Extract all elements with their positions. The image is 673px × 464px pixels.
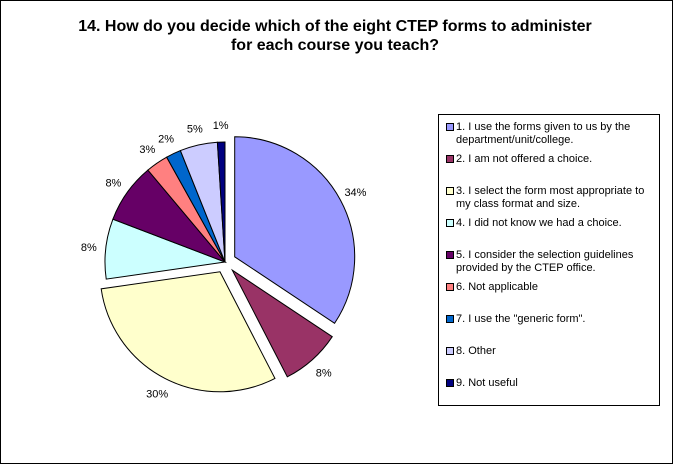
chart-title-line-2: for each course you teach? [230,37,440,54]
pie-slice-9 [216,141,226,263]
data-label-9: 1% [213,120,229,132]
legend-item-8: 8. Other [446,345,658,358]
data-label-3: 30% [146,389,168,401]
legend: 1. I use the forms given to us by the de… [438,114,660,406]
legend-swatch-6 [446,283,454,291]
legend-item-2: 2. I am not offered a choice. [446,153,658,166]
data-label-2: 8% [316,367,332,379]
data-label-7: 2% [158,133,174,145]
legend-label-6: 6. Not applicable [456,281,538,293]
data-label-1: 34% [344,187,366,199]
legend-swatch-2 [446,155,454,163]
legend-label-3: 3. I select the form most appropriate to… [456,185,645,210]
data-label-6: 3% [139,144,155,156]
legend-swatch-7 [446,315,454,323]
legend-label-1: 1. I use the forms given to us by the de… [456,121,631,146]
legend-swatch-5 [446,251,454,259]
legend-swatch-3 [446,187,454,195]
legend-label-9: 9. Not useful [456,377,518,389]
legend-item-5: 5. I consider the selection guidelines p… [446,249,658,275]
data-label-8: 5% [187,123,203,135]
legend-item-7: 7. I use the "generic form". [446,313,658,326]
legend-swatch-9 [446,379,454,387]
legend-item-3: 3. I select the form most appropriate to… [446,185,658,211]
legend-swatch-8 [446,347,454,355]
legend-label-4: 4. I did not know we had a choice. [456,217,622,229]
legend-swatch-1 [446,123,454,131]
pie-slice-1 [234,136,356,324]
legend-item-1: 1. I use the forms given to us by the de… [446,121,658,147]
chart-title: 14. How do you decide which of the eight… [40,17,630,55]
pie-slice-2 [231,268,333,378]
pie-slice-3 [100,271,276,393]
legend-label-5: 5. I consider the selection guidelines p… [456,249,634,274]
data-label-5: 8% [105,178,121,190]
legend-label-7: 7. I use the "generic form". [456,313,586,325]
chart-title-line-1: 14. How do you decide which of the eight… [78,18,592,35]
legend-label-2: 2. I am not offered a choice. [456,153,593,165]
legend-item-4: 4. I did not know we had a choice. [446,217,658,230]
legend-swatch-4 [446,219,454,227]
legend-label-8: 8. Other [456,345,496,357]
legend-item-9: 9. Not useful [446,377,658,390]
data-label-4: 8% [81,242,97,254]
legend-item-6: 6. Not applicable [446,281,658,294]
